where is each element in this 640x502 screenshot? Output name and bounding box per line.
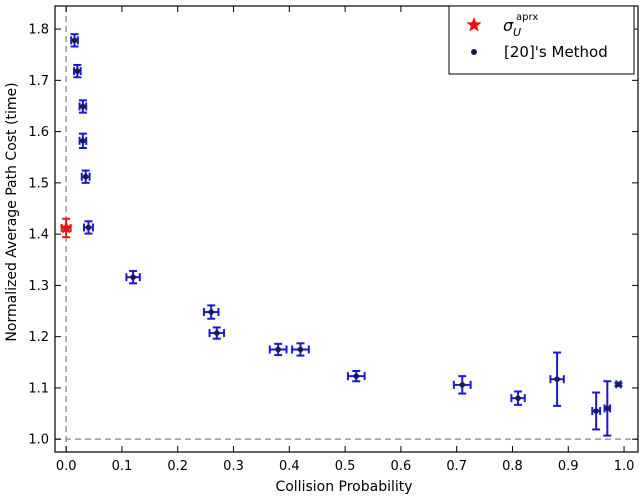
data-point [346, 370, 366, 383]
star-marker [59, 220, 73, 234]
legend-marker-star [466, 17, 482, 32]
y-tick-label: 1.7 [28, 74, 49, 89]
circle-marker [275, 346, 281, 353]
circle-marker [515, 395, 521, 401]
circle-marker [85, 224, 92, 231]
data-point [125, 270, 141, 285]
circle-marker [80, 138, 86, 144]
data-point [549, 351, 565, 407]
data-point [603, 380, 612, 437]
data-point [268, 342, 288, 357]
y-tick-label: 1.4 [28, 228, 49, 243]
legend-label-method: [20]'s Method [504, 43, 608, 61]
legend-marker-circle [471, 49, 477, 55]
data-point [80, 169, 91, 184]
x-tick-label: 0.0 [56, 459, 77, 474]
circle-marker [353, 373, 360, 379]
legend-box [448, 5, 635, 75]
x-tick-label: 0.4 [279, 459, 300, 474]
x-tick-label: 0.8 [502, 459, 523, 474]
y-tick-label: 1.5 [28, 176, 49, 191]
x-tick-label: 1.0 [614, 459, 635, 474]
circle-marker [71, 37, 78, 44]
data-point [614, 380, 623, 389]
data-point [78, 99, 88, 114]
y-tick-label: 1.2 [28, 330, 49, 345]
star-marker [466, 17, 482, 32]
y-tick-label: 1.8 [28, 23, 49, 38]
y-tick-label: 1.0 [28, 433, 49, 448]
data-point [70, 33, 79, 48]
data-point [202, 304, 220, 320]
data-point [83, 220, 94, 235]
circle-marker [74, 68, 81, 74]
circle-marker [297, 346, 304, 353]
y-tick-label: 1.6 [28, 125, 49, 140]
data-point [72, 63, 82, 79]
circle-marker [593, 408, 599, 414]
x-tick-label: 0.6 [391, 459, 412, 474]
x-tick-label: 0.1 [112, 459, 133, 474]
circle-marker [80, 103, 86, 110]
x-tick-label: 0.9 [558, 459, 579, 474]
circle-marker [213, 330, 220, 336]
x-tick-label: 0.7 [446, 459, 467, 474]
x-axis-label: Collision Probability [275, 479, 412, 495]
data-point [78, 132, 88, 150]
legend-sigma-subscript: U [513, 26, 521, 39]
circle-marker [208, 309, 215, 315]
legend-sigma-base: σ [503, 16, 514, 35]
y-tick-label: 1.3 [28, 279, 49, 294]
circle-marker [615, 381, 622, 388]
data-point [510, 390, 526, 406]
data-point [591, 391, 602, 431]
x-tick-label: 0.5 [335, 459, 356, 474]
circle-marker [82, 173, 89, 180]
axes-frame [54, 5, 639, 453]
data-point [291, 342, 310, 357]
legend-sigma-superscript: aprx [516, 12, 538, 23]
circle-marker [554, 376, 560, 383]
data-point [208, 326, 226, 340]
x-tick-label: 0.2 [167, 459, 188, 474]
circle-marker [130, 274, 136, 280]
circle-marker [471, 49, 477, 55]
data-point [452, 375, 472, 395]
x-tick-label: 0.3 [223, 459, 244, 474]
y-axis-label: Normalized Average Path Cost (time) [4, 82, 20, 341]
plot-layer: 0.0 0.1 0.2 0.3 0.4 0.5 0.6 0.7 0.8 0.9 1.0 1.0 1.1 1… [28, 5, 639, 474]
y-tick-label: 1.1 [28, 381, 49, 396]
circle-marker [604, 405, 611, 412]
data-point-star [59, 217, 73, 239]
circle-marker [459, 382, 466, 388]
